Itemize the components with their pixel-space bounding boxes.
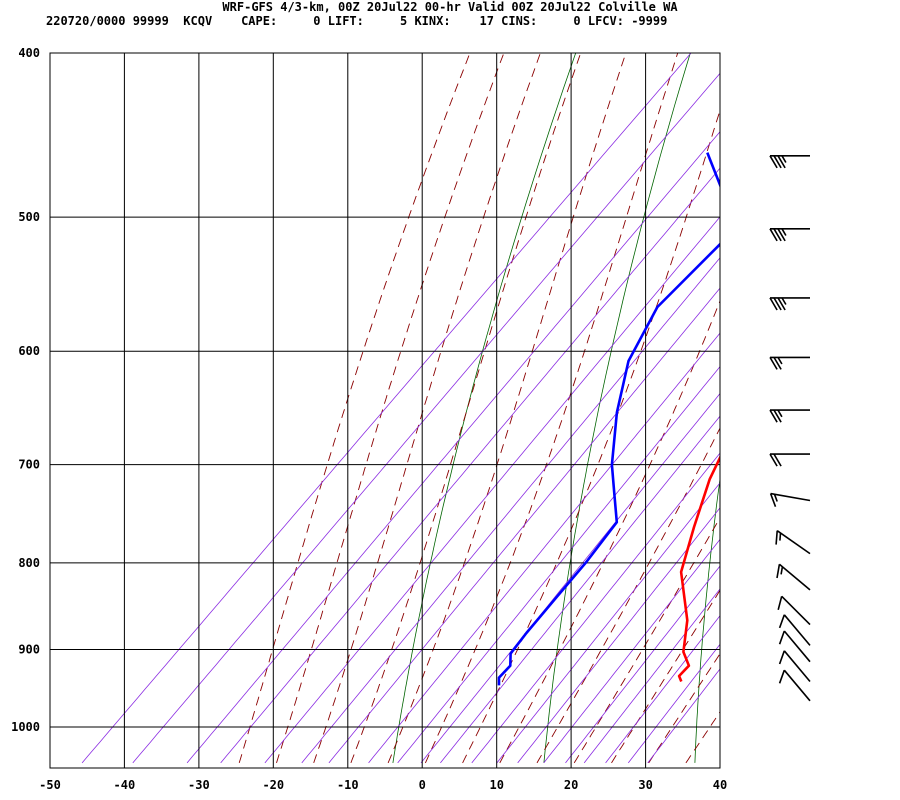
temperature-tick-label: 20	[564, 778, 578, 792]
temperature-profile	[677, 454, 720, 682]
wind-barb	[769, 453, 810, 467]
temperature-tick-label: -20	[262, 778, 284, 792]
temperature-tick-label: -40	[114, 778, 136, 792]
axis-tick-labels: 400 500 600 700 800 900 1000 -50 -40 -30 -20 -10 0 10…	[11, 46, 727, 792]
profile-lines	[497, 152, 720, 686]
temperature-tick-label: -30	[188, 778, 210, 792]
wind-barb	[769, 409, 810, 423]
temperature-tick-label: -50	[39, 778, 61, 792]
moist-adiabat	[276, 53, 505, 764]
mixing-ratio-line	[328, 287, 720, 764]
temperature-tick-label: 30	[638, 778, 652, 792]
pressure-tick-label: 1000	[11, 720, 40, 734]
moist-adiabat	[499, 299, 720, 764]
wind-barb	[769, 356, 810, 370]
wind-barb	[769, 155, 810, 169]
moist-adiabat	[573, 517, 720, 764]
mixing-ratio-line	[186, 131, 720, 764]
wind-barb	[775, 530, 811, 555]
mixing-ratio-line	[647, 668, 720, 764]
mixing-ratio-line	[420, 392, 720, 764]
mixing-ratio-line	[605, 615, 720, 764]
background-lines	[81, 53, 900, 764]
pressure-tick-label: 500	[18, 210, 40, 224]
pressure-tick-label: 700	[18, 458, 40, 472]
moist-adiabat	[313, 53, 541, 764]
dry-adiabat	[694, 475, 720, 763]
mixing-ratio-line	[368, 332, 720, 764]
moist-adiabat	[238, 53, 471, 764]
wind-barb	[778, 630, 811, 663]
mixing-ratio-line	[440, 415, 720, 764]
pressure-tick-label: 400	[18, 46, 40, 60]
wind-barb	[778, 669, 811, 702]
moist-adiabat	[648, 652, 720, 764]
station-indices-line: 220720/0000 99999 KCQV CAPE: 0 LIFT: 5 K…	[46, 14, 668, 28]
chart-title: WRF-GFS 4/3-km, 00Z 20Jul22 00-hr Valid …	[222, 0, 678, 14]
temperature-tick-label: 0	[419, 778, 426, 792]
plot-frame	[49, 52, 721, 769]
moist-adiabat	[536, 427, 720, 764]
wind-barb	[769, 228, 810, 242]
dewpoint-profile	[497, 152, 720, 686]
mixing-ratio-line	[565, 565, 720, 764]
mixing-ratio-line	[496, 482, 720, 764]
wind-barb	[776, 563, 811, 591]
mixing-ratio-line	[583, 588, 720, 764]
wind-barb	[777, 595, 811, 626]
moist-adiabat	[424, 53, 679, 764]
mixing-ratio-line	[471, 452, 720, 764]
dry-adiabat	[392, 53, 577, 763]
mixing-ratio-line	[81, 53, 692, 764]
mixing-ratio-line	[264, 216, 720, 764]
mixing-ratio-line	[627, 643, 720, 764]
pressure-tick-label: 900	[18, 643, 40, 657]
wind-barb	[769, 297, 810, 311]
pressure-tick-label: 800	[18, 556, 40, 570]
wind-barb	[778, 614, 811, 646]
temperature-tick-label: 40	[713, 778, 727, 792]
wind-barbs	[769, 155, 811, 702]
moist-adiabat	[611, 589, 720, 764]
dry-adiabat	[845, 53, 900, 763]
isobar-isotherm-grid	[49, 52, 721, 768]
mixing-ratio-line	[517, 507, 720, 764]
temperature-tick-label: 10	[489, 778, 503, 792]
mixing-ratio-line	[220, 167, 720, 764]
dry-adiabat	[543, 53, 691, 763]
moist-adiabat	[387, 53, 627, 764]
mixing-ratio-line	[132, 72, 720, 764]
moist-adiabat	[350, 53, 582, 764]
temperature-tick-label: -10	[337, 778, 359, 792]
mixing-ratio-line	[397, 365, 720, 764]
wind-barb	[778, 650, 811, 683]
moist-adiabat	[462, 108, 720, 764]
pressure-tick-label: 600	[18, 344, 40, 358]
mixing-ratio-line	[301, 257, 720, 764]
wind-barb	[769, 492, 811, 507]
mixing-ratio-line	[543, 538, 720, 764]
